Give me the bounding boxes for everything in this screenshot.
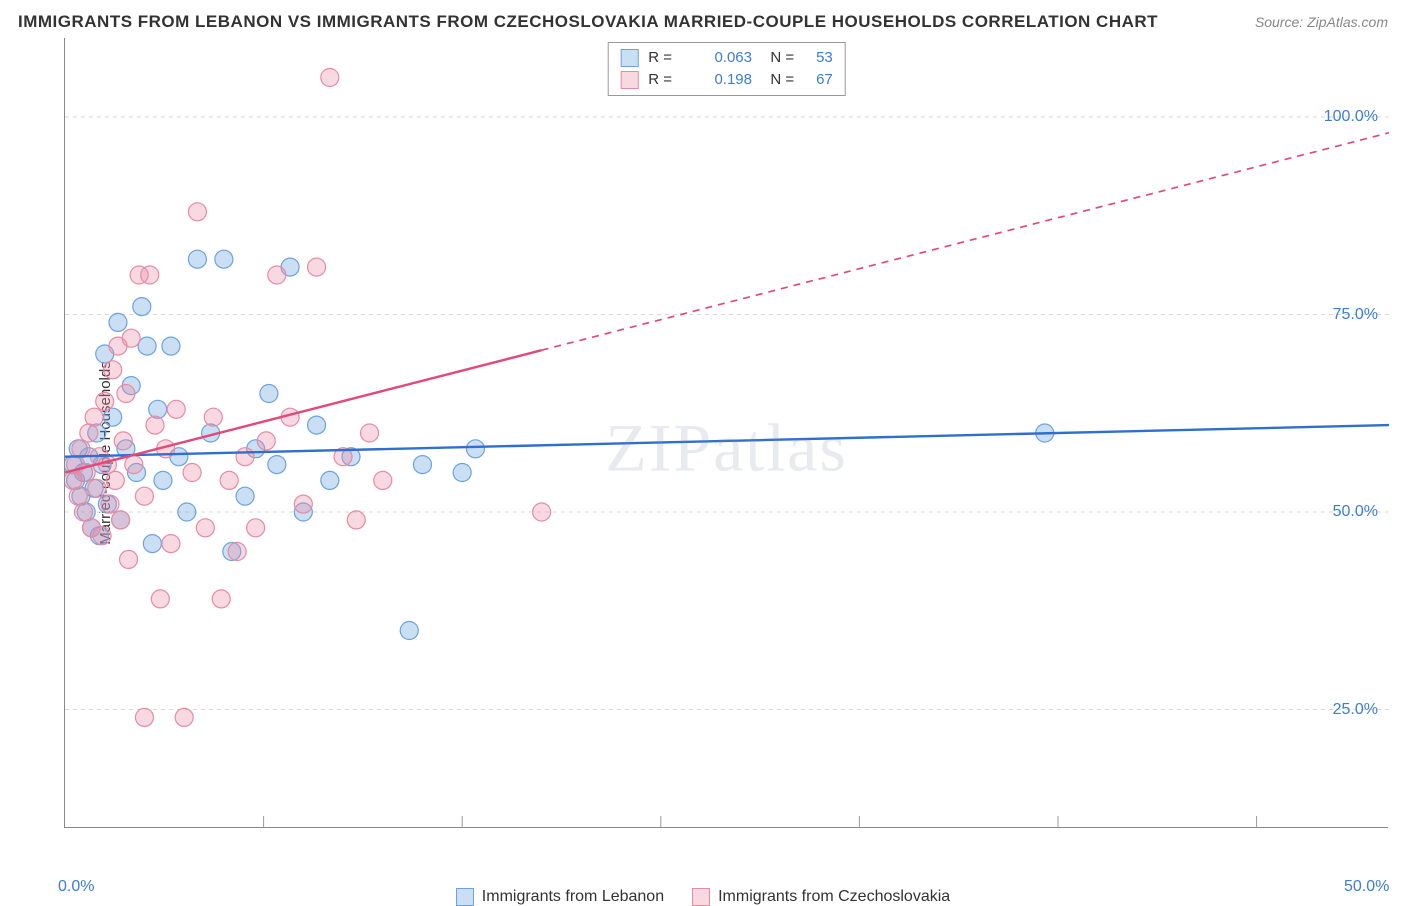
legend-swatch-lebanon: [620, 49, 638, 67]
data-point-czech: [361, 424, 379, 442]
data-point-czech: [533, 503, 551, 521]
data-point-czech: [220, 471, 238, 489]
data-point-czech: [146, 416, 164, 434]
data-point-lebanon: [215, 250, 233, 268]
legend-n-value-czech: 67: [816, 69, 833, 91]
data-point-czech: [347, 511, 365, 529]
data-point-czech: [135, 487, 153, 505]
data-point-czech: [141, 266, 159, 284]
data-point-lebanon: [104, 408, 122, 426]
data-point-lebanon: [162, 337, 180, 355]
data-point-lebanon: [133, 298, 151, 316]
legend-swatch-czech: [620, 71, 638, 89]
data-point-lebanon: [321, 471, 339, 489]
data-point-czech: [135, 708, 153, 726]
chart-title: IMMIGRANTS FROM LEBANON VS IMMIGRANTS FR…: [18, 12, 1158, 32]
scatter-plot: ZIPatlas R =0.063 N =53R =0.198 N =67 25…: [64, 38, 1388, 828]
data-point-czech: [294, 495, 312, 513]
header: IMMIGRANTS FROM LEBANON VS IMMIGRANTS FR…: [18, 12, 1388, 32]
data-point-czech: [188, 203, 206, 221]
data-point-czech: [104, 361, 122, 379]
y-tick-label: 100.0%: [1324, 108, 1378, 126]
y-tick-label: 50.0%: [1333, 503, 1378, 521]
legend-row-czech: R = 0.198 N = 67: [620, 69, 833, 91]
data-point-czech: [175, 708, 193, 726]
data-point-czech: [117, 385, 135, 403]
series-legend: Immigrants from Lebanon Immigrants from C…: [18, 888, 1388, 906]
data-point-czech: [162, 535, 180, 553]
data-point-lebanon: [308, 416, 326, 434]
x-tick-label: 0.0%: [58, 878, 94, 896]
plot-svg: [65, 38, 1389, 828]
y-tick-label: 75.0%: [1333, 306, 1378, 324]
data-point-czech: [196, 519, 214, 537]
source-attribution: Source: ZipAtlas.com: [1255, 14, 1388, 30]
legend-n-value-lebanon: 53: [816, 47, 833, 69]
data-point-czech: [106, 471, 124, 489]
data-point-lebanon: [268, 456, 286, 474]
data-point-czech: [374, 471, 392, 489]
data-point-lebanon: [149, 400, 167, 418]
data-point-czech: [93, 527, 111, 545]
legend-item-lebanon: Immigrants from Lebanon: [456, 888, 664, 906]
legend-swatch-lebanon: [456, 888, 474, 906]
trendline-dashed-czech: [542, 133, 1389, 350]
data-point-lebanon: [188, 250, 206, 268]
data-point-czech: [88, 479, 106, 497]
data-point-czech: [236, 448, 254, 466]
data-point-czech: [75, 503, 93, 521]
data-point-czech: [85, 408, 103, 426]
data-point-czech: [114, 432, 132, 450]
data-point-czech: [96, 392, 114, 410]
data-point-czech: [167, 400, 185, 418]
data-point-lebanon: [143, 535, 161, 553]
data-point-czech: [151, 590, 169, 608]
legend-n-label: N =: [762, 47, 794, 69]
data-point-czech: [98, 456, 116, 474]
y-tick-label: 25.0%: [1333, 701, 1378, 719]
data-point-czech: [120, 550, 138, 568]
legend-item-czech: Immigrants from Czechoslovakia: [692, 888, 950, 906]
data-point-lebanon: [154, 471, 172, 489]
legend-row-lebanon: R = 0.063 N = 53: [620, 47, 833, 69]
data-point-lebanon: [138, 337, 156, 355]
data-point-czech: [183, 464, 201, 482]
data-point-czech: [122, 329, 140, 347]
data-point-lebanon: [236, 487, 254, 505]
data-point-czech: [257, 432, 275, 450]
legend-label-lebanon: Immigrants from Lebanon: [482, 888, 664, 906]
data-point-czech: [125, 456, 143, 474]
data-point-czech: [247, 519, 265, 537]
correlation-legend: R = 0.063 N = 53 R = 0.198 N = 67: [607, 42, 846, 96]
chart-container: Married-couple Households ZIPatlas R =0.…: [18, 38, 1388, 868]
legend-r-value-lebanon: 0.063: [682, 47, 752, 69]
legend-r-value-czech: 0.198: [682, 69, 752, 91]
data-point-lebanon: [260, 385, 278, 403]
legend-n-label: N =: [762, 69, 794, 91]
x-tick-label: 50.0%: [1344, 878, 1389, 896]
data-point-czech: [112, 511, 130, 529]
data-point-czech: [268, 266, 286, 284]
data-point-czech: [321, 69, 339, 87]
legend-r-label: R =: [648, 69, 672, 91]
legend-label-czech: Immigrants from Czechoslovakia: [718, 888, 950, 906]
legend-swatch-czech: [692, 888, 710, 906]
data-point-czech: [204, 408, 222, 426]
data-point-lebanon: [400, 622, 418, 640]
data-point-lebanon: [466, 440, 484, 458]
data-point-lebanon: [178, 503, 196, 521]
data-point-czech: [212, 590, 230, 608]
data-point-lebanon: [109, 313, 127, 331]
data-point-lebanon: [453, 464, 471, 482]
data-point-czech: [228, 543, 246, 561]
data-point-czech: [101, 495, 119, 513]
legend-r-label: R =: [648, 47, 672, 69]
data-point-czech: [308, 258, 326, 276]
data-point-lebanon: [413, 456, 431, 474]
